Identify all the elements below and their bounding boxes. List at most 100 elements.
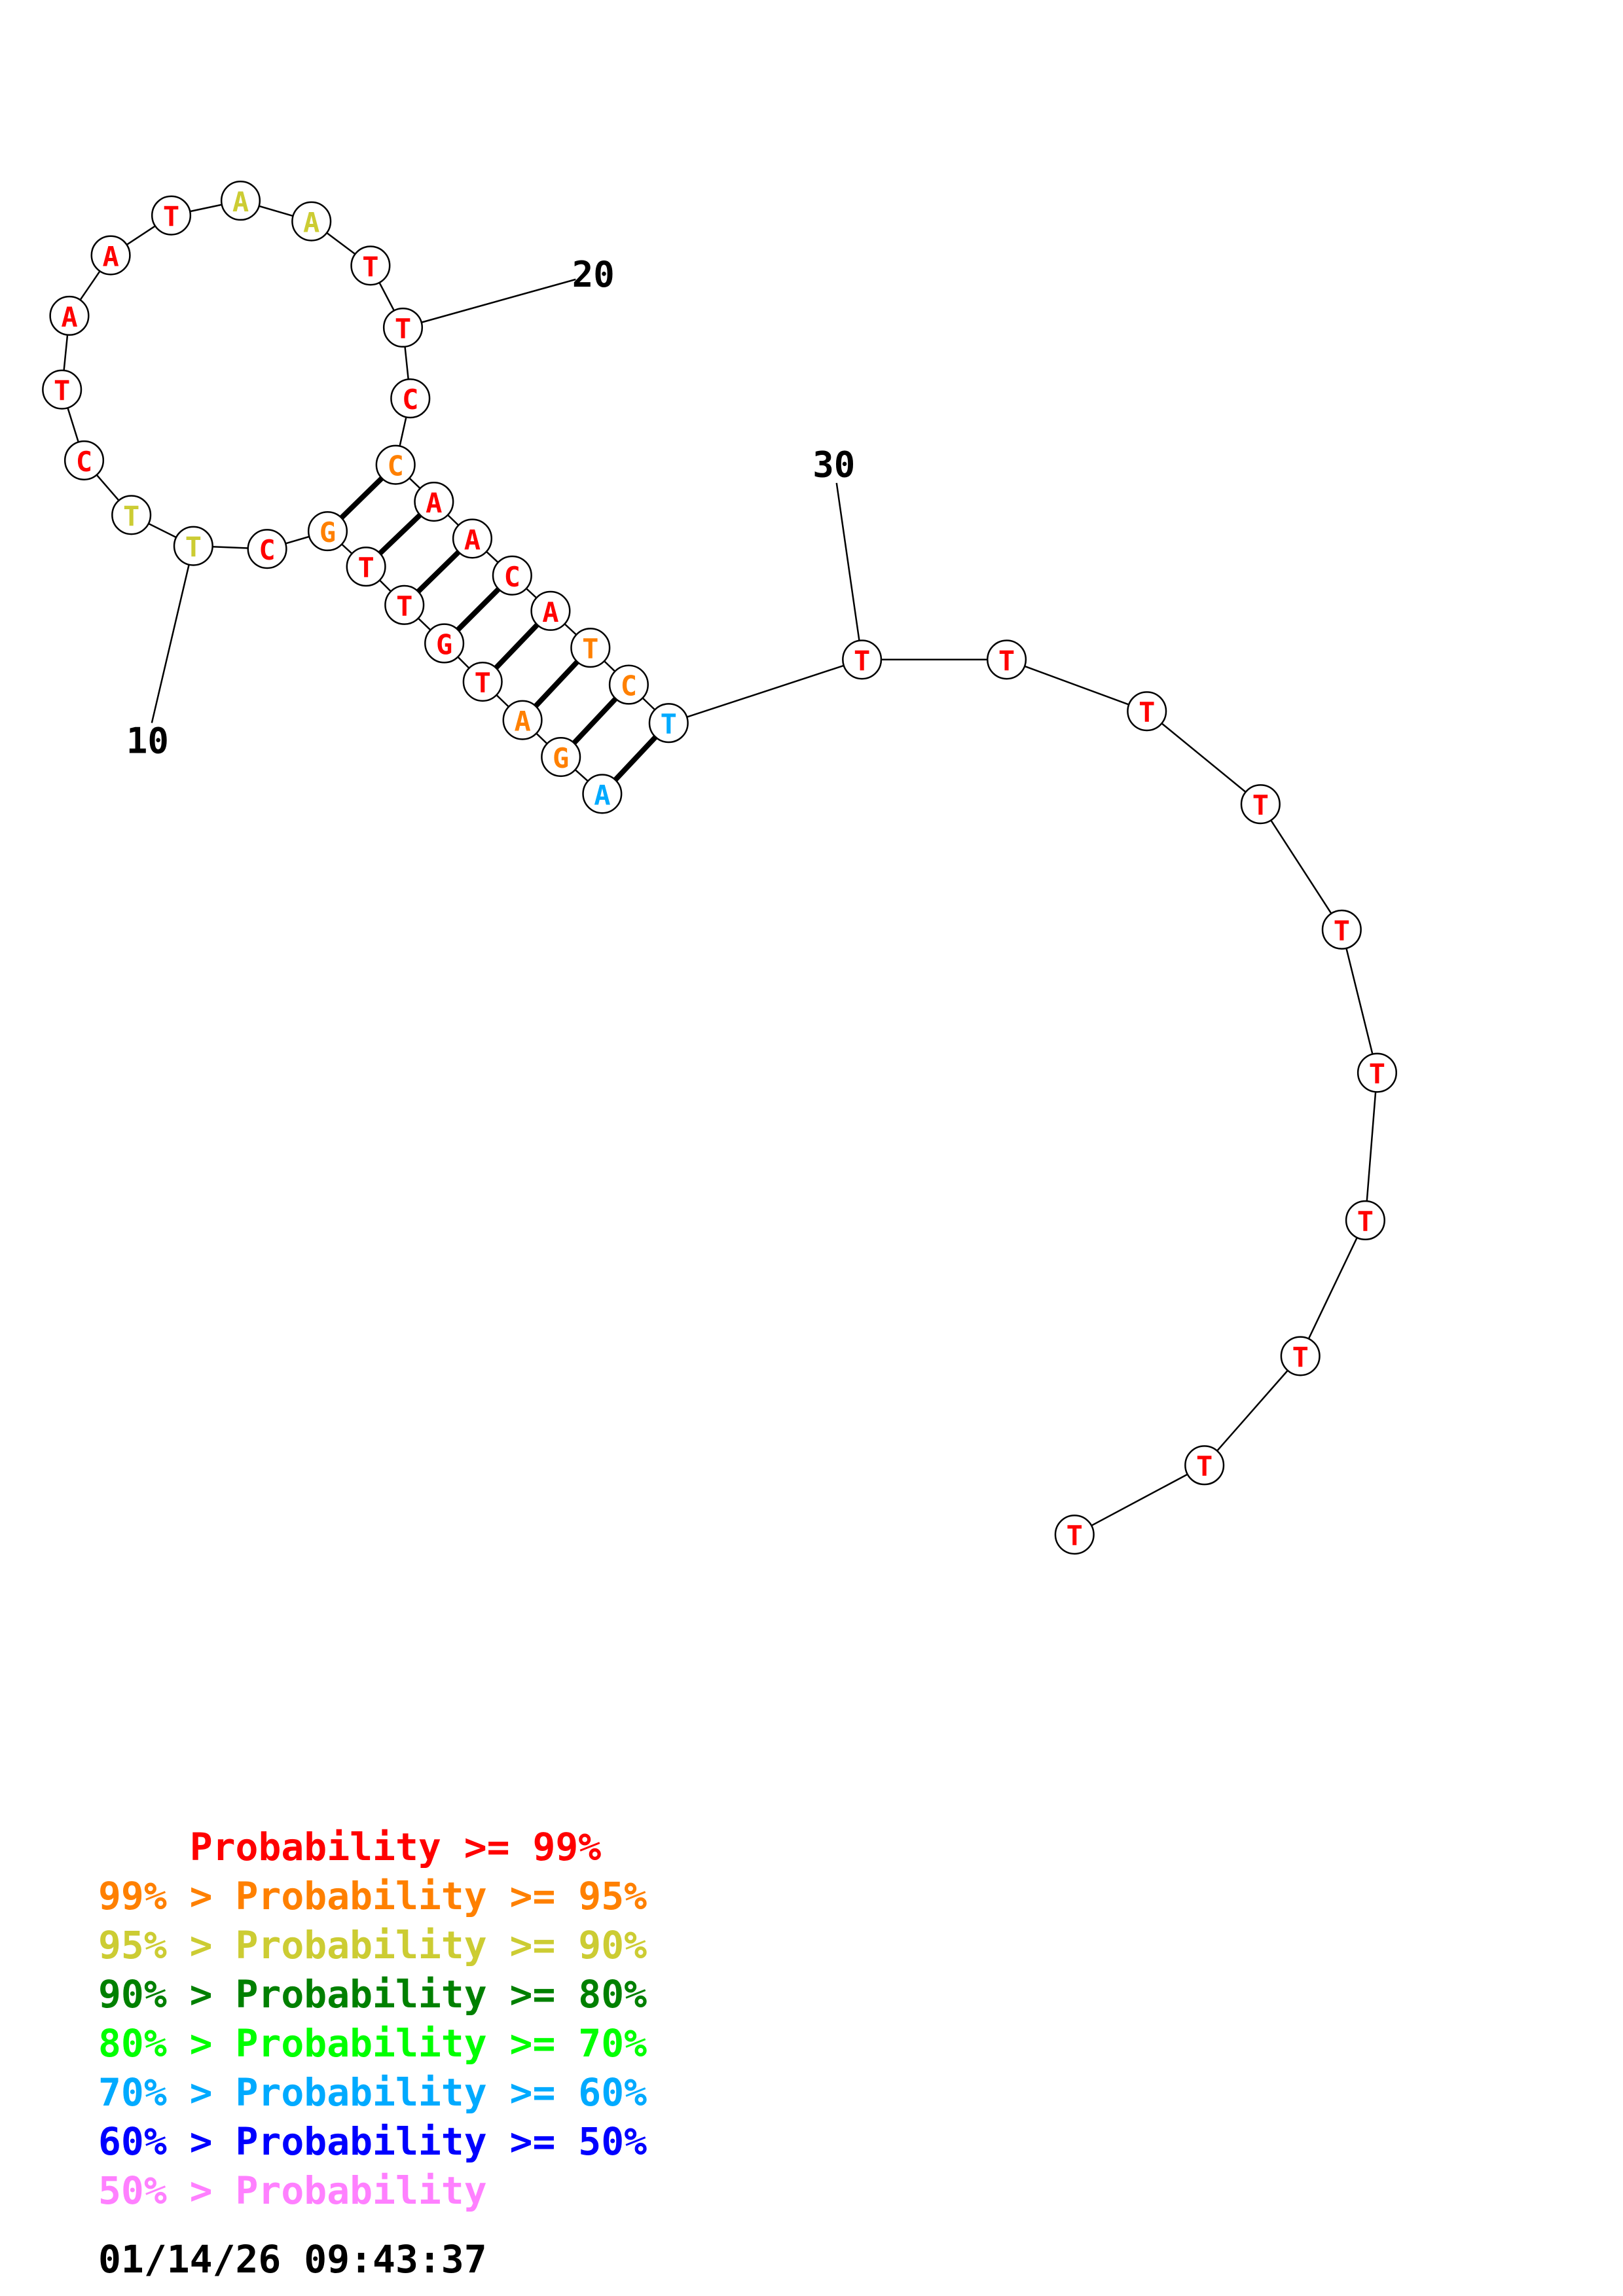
nucleotide-letter: A xyxy=(426,487,442,519)
nucleotide-letter: G xyxy=(553,742,569,774)
nucleotide-letter: C xyxy=(259,534,275,566)
nucleotide-circle xyxy=(64,440,105,480)
nucleotide: A xyxy=(502,700,543,740)
nucleotide: A xyxy=(291,201,332,242)
nucleotide: T xyxy=(1184,1445,1225,1486)
nucleotide-circle xyxy=(462,662,503,702)
legend-range: Probability >= 50% xyxy=(235,2119,647,2164)
nucleotide: A xyxy=(90,235,131,276)
nucleotide: T xyxy=(1357,1052,1398,1093)
base-pair-bond xyxy=(613,735,658,782)
nucleotide-letter: C xyxy=(76,446,92,478)
legend-entry: 95% > Probability >= 90% xyxy=(98,1921,647,1970)
backbone-link xyxy=(1364,1072,1378,1221)
nucleotide: A xyxy=(49,295,90,336)
nucleotide-letter: T xyxy=(123,500,139,532)
nucleotide-letter: C xyxy=(388,450,404,482)
legend-range: Probability >= 60% xyxy=(235,2070,647,2115)
nucleotide-circle xyxy=(1054,1515,1095,1555)
nucleotide-circle xyxy=(582,774,623,814)
nucleotide: T xyxy=(173,526,213,566)
nucleotide: T xyxy=(842,639,883,680)
nucleotide: T xyxy=(1240,784,1281,825)
position-label-leader xyxy=(835,482,860,641)
legend-prefix: 99% > xyxy=(98,1874,236,1918)
nucleotide-letter: T xyxy=(1139,696,1155,728)
position-label: 10 xyxy=(126,720,169,761)
nucleotide-letter: T xyxy=(396,590,412,622)
nucleotide: T xyxy=(382,307,424,348)
nucleotide-letter: T xyxy=(1292,1341,1309,1373)
base-pair-layer xyxy=(339,476,658,782)
nucleotide-letter: T xyxy=(362,251,378,283)
nucleotide-letter: T xyxy=(1067,1520,1083,1552)
nucleotide-letter: T xyxy=(475,667,491,699)
nucleotide-letter: T xyxy=(357,552,374,584)
nucleotide-letter: T xyxy=(163,201,179,233)
nucleotide: C xyxy=(390,378,431,419)
nucleotide-circle xyxy=(1184,1445,1225,1486)
legend-prefix: 60% > xyxy=(98,2119,236,2164)
nucleotide-circle xyxy=(307,511,348,552)
nucleotide-circle xyxy=(648,703,689,744)
nucleotide-letter: T xyxy=(1334,915,1350,947)
nucleotide: T xyxy=(648,703,689,744)
nucleotide-circle xyxy=(375,444,416,485)
legend-entry: 70% > Probability >= 60% xyxy=(98,2068,647,2117)
nucleotide-circle xyxy=(1280,1336,1321,1376)
nucleotide-letter: T xyxy=(1196,1450,1213,1482)
nucleotide-letter: A xyxy=(303,207,319,239)
nucleotide-circle xyxy=(291,201,332,242)
nucleotide-letter: T xyxy=(998,645,1015,677)
legend-range: Probability xyxy=(235,2168,487,2213)
legend-range: Probability >= 80% xyxy=(235,1972,647,2017)
position-label: 20 xyxy=(572,254,615,295)
legend-range: Probability >= 90% xyxy=(235,1923,647,1967)
nucleotide-circle xyxy=(502,700,543,740)
nucleotide: T xyxy=(42,369,82,410)
nucleotide-circle xyxy=(570,628,611,668)
position-label-leader xyxy=(151,564,190,723)
legend-prefix: 90% > xyxy=(98,1972,236,2017)
nucleotide-letter: A xyxy=(542,596,558,628)
nucleotide-circle xyxy=(530,590,571,631)
nucleotide-circle xyxy=(452,518,492,559)
nucleotide-circle xyxy=(173,526,213,566)
nucleotide-circle xyxy=(414,481,454,522)
backbone-link xyxy=(1341,929,1378,1073)
position-label-leader xyxy=(421,278,576,323)
nucleotide-circle xyxy=(247,529,287,569)
nucleotide: C xyxy=(608,664,649,705)
nucleotide-circle xyxy=(350,245,391,286)
nucleotide-circle xyxy=(390,378,431,419)
nucleotide-circle xyxy=(111,495,152,535)
nucleotide-circle xyxy=(384,584,425,625)
nucleotide-circle xyxy=(1321,909,1362,950)
nucleotide: T xyxy=(384,584,425,625)
nucleotide-circle xyxy=(608,664,649,705)
nucleotide: C xyxy=(375,444,416,485)
nucleotide: T xyxy=(1345,1200,1385,1241)
nucleotide-circle xyxy=(1357,1052,1398,1093)
legend-entry: 50% > Probability xyxy=(98,2166,647,2215)
legend-prefix: 50% > xyxy=(98,2168,236,2213)
nucleotide: T xyxy=(1127,691,1167,732)
legend-entry: 80% > Probability >= 70% xyxy=(98,2019,647,2068)
position-label: 30 xyxy=(812,444,855,486)
nucleotide: G xyxy=(307,511,348,552)
nucleotide-letter: T xyxy=(1357,1206,1374,1238)
nucleotide-circle xyxy=(49,295,90,336)
nucleotide-circle xyxy=(1240,784,1281,825)
legend-entry: Probability >= 99% xyxy=(98,1823,647,1872)
base-pair-bond xyxy=(378,512,422,556)
nucleotide-letter: T xyxy=(185,531,202,564)
nucleotide-letter: T xyxy=(661,708,677,740)
nucleotide-letter: T xyxy=(1369,1058,1385,1090)
nucleotide-letter: C xyxy=(402,384,418,416)
nucleotide-letter: A xyxy=(594,779,610,811)
base-pair-bond xyxy=(416,550,461,594)
nucleotide-letter: A xyxy=(61,301,77,333)
nucleotide: T xyxy=(346,547,386,587)
legend-entry: 90% > Probability >= 80% xyxy=(98,1970,647,2019)
